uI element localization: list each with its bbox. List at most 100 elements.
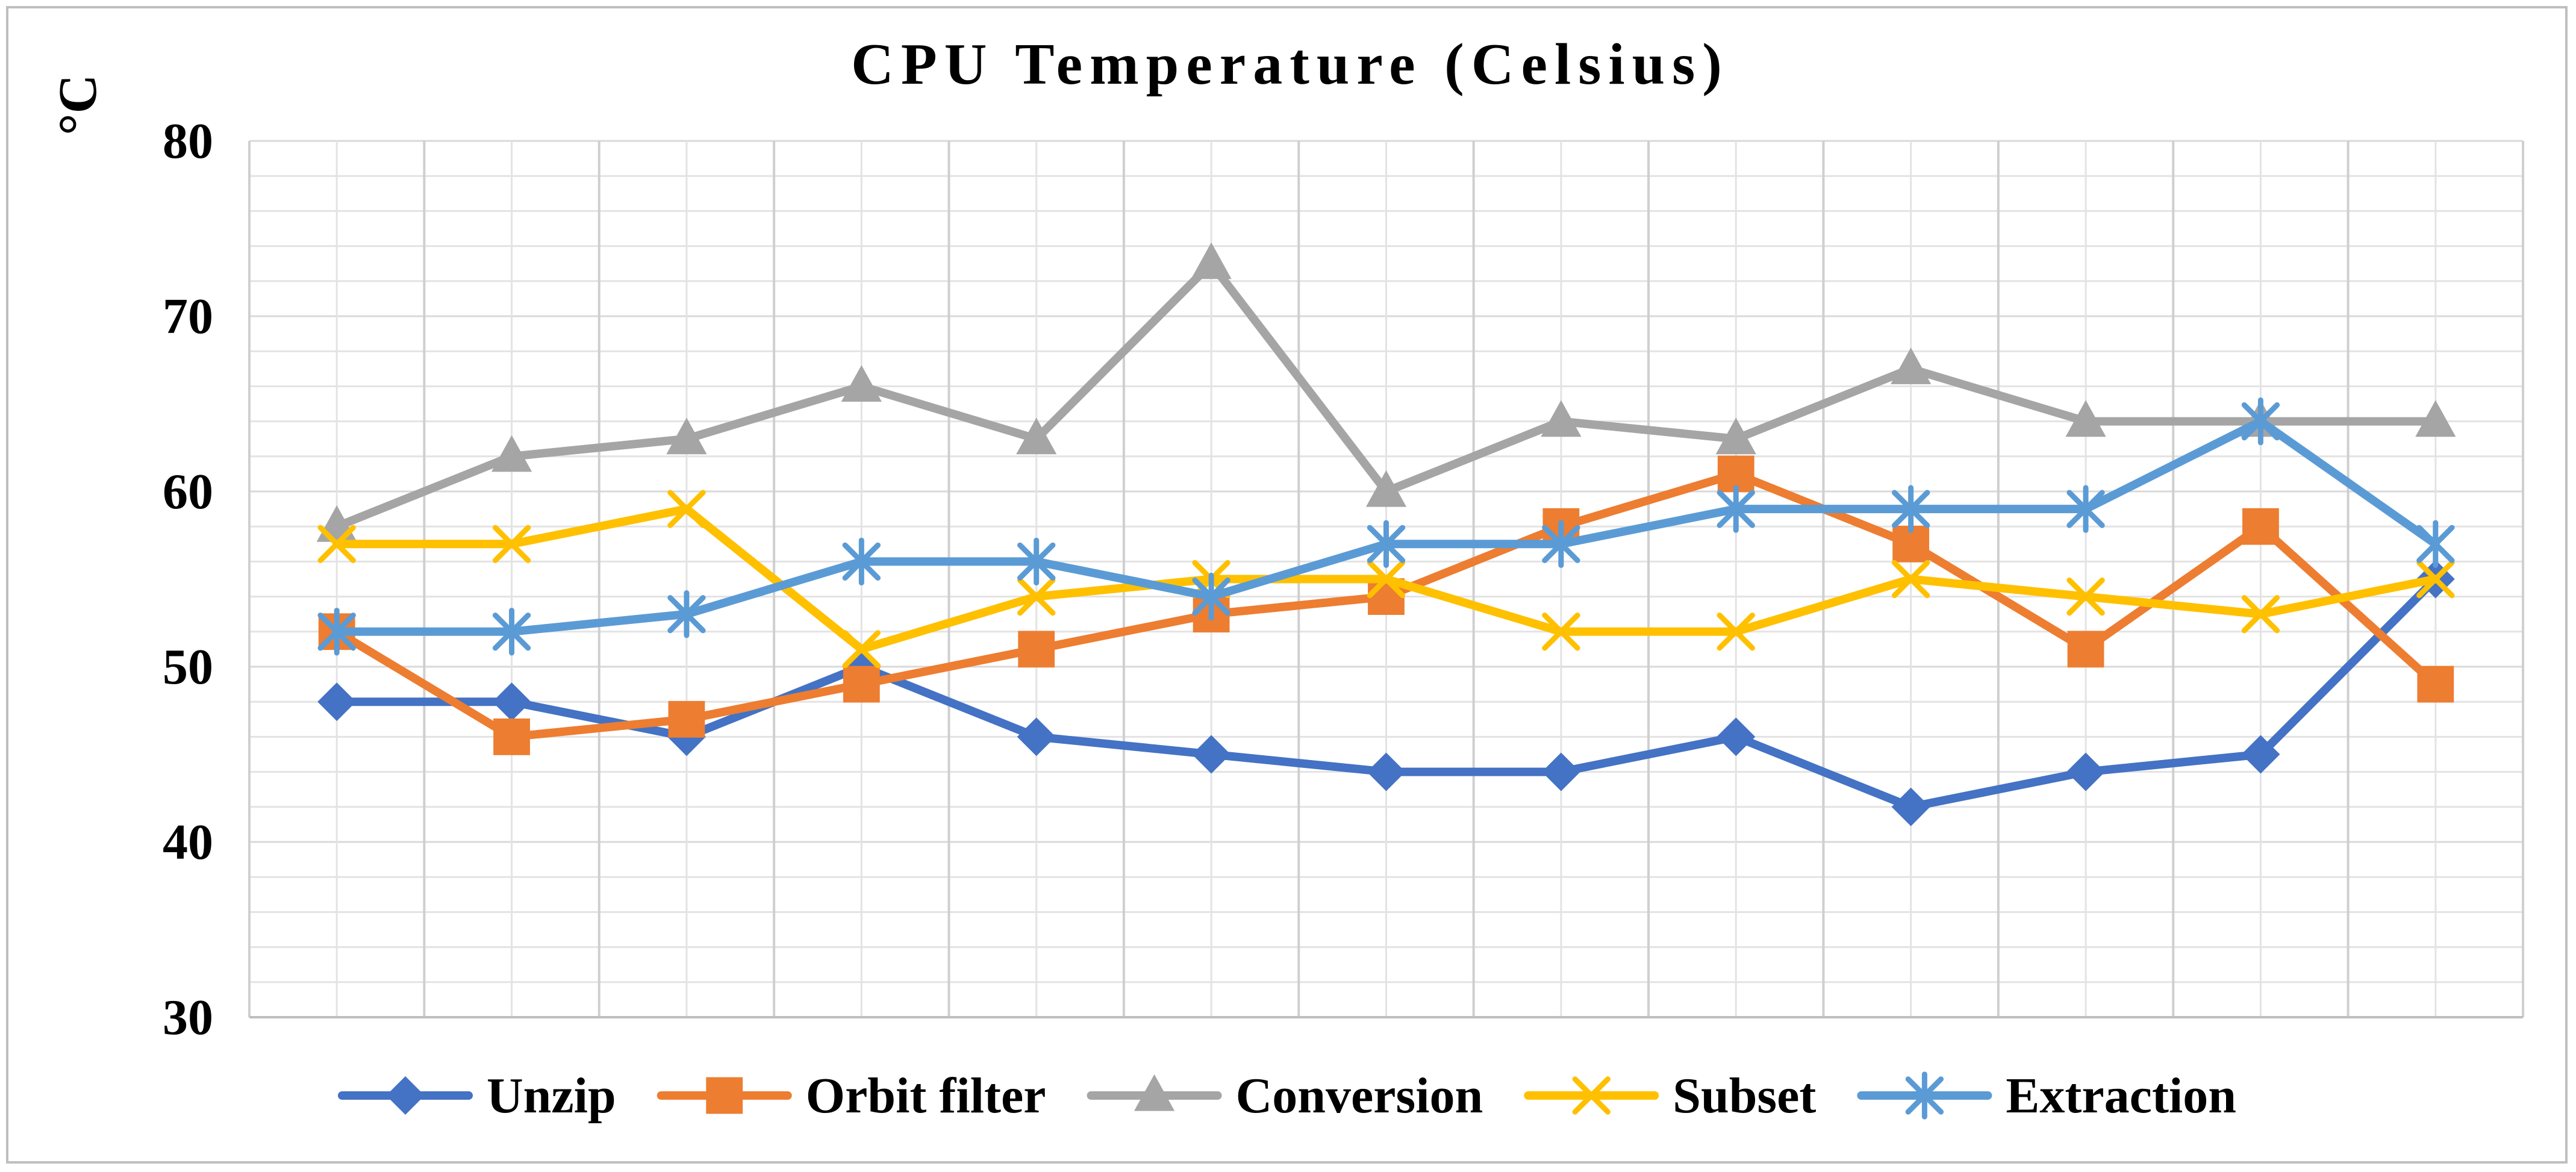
- legend-item-unzip: Unzip: [338, 1068, 616, 1124]
- data-point-marker: [492, 682, 531, 722]
- data-point-marker: [1572, 1076, 1611, 1115]
- chart-svg: CPU Temperature (Celsius) °C 30 40 50 60 70 8…: [48, 32, 2524, 1124]
- square-marker: [2417, 665, 2454, 703]
- data-point-marker: [492, 525, 531, 563]
- triangle-marker: [1191, 242, 1232, 279]
- data-point-marker: [2416, 520, 2455, 568]
- data-point-marker: [2241, 595, 2280, 634]
- legend-item-orbit-filter: Orbit filter: [656, 1068, 1046, 1124]
- y-tick-label: 70: [163, 288, 213, 344]
- data-point-marker: [1192, 572, 1230, 621]
- data-point-marker: [317, 608, 356, 656]
- data-point-marker: [1891, 485, 1930, 533]
- triangle-marker: [1715, 417, 1756, 455]
- diamond-marker: [2241, 735, 2280, 774]
- chart-title: CPU Temperature (Celsius): [851, 32, 1729, 97]
- data-point-marker: [491, 435, 532, 472]
- x-marker-stroke: [1717, 612, 1755, 651]
- x-marker-stroke: [1891, 560, 1930, 599]
- data-point-marker: [667, 490, 706, 528]
- series-conversion: [316, 242, 2456, 542]
- data-point-marker: [2066, 485, 2105, 533]
- data-point-marker: [1192, 735, 1231, 774]
- series-extraction: [317, 397, 2455, 656]
- data-point-marker: [842, 537, 881, 586]
- data-point-marker: [2415, 400, 2456, 437]
- diamond-marker: [317, 682, 357, 722]
- diamond-marker: [2066, 752, 2106, 791]
- data-point-marker: [1542, 612, 1580, 651]
- data-point-marker: [1017, 577, 1056, 616]
- series-layer: [316, 242, 2456, 826]
- y-tick-label: 60: [163, 464, 213, 520]
- triangle-marker: [1541, 400, 1582, 437]
- y-tick-label: 30: [163, 990, 213, 1046]
- data-point-marker: [1541, 752, 1580, 791]
- data-point-marker: [1134, 1074, 1175, 1111]
- data-point-marker: [1542, 520, 1580, 568]
- triangle-marker: [491, 435, 532, 472]
- legend-item-conversion: Conversion: [1087, 1068, 1483, 1124]
- x-marker-stroke: [2416, 560, 2455, 599]
- data-point-marker: [1891, 348, 1932, 384]
- data-point-marker: [1717, 612, 1755, 651]
- legend-label: Subset: [1673, 1068, 1816, 1124]
- data-point-marker: [493, 718, 530, 755]
- diamond-marker: [1541, 752, 1580, 791]
- diamond-marker: [1192, 735, 1231, 774]
- data-point-marker: [1018, 631, 1055, 668]
- axis-layer: 30 40 50 60 70 80: [163, 113, 2523, 1046]
- legend-label: Orbit filter: [806, 1068, 1046, 1124]
- data-point-marker: [317, 682, 357, 722]
- data-point-marker: [2242, 508, 2279, 545]
- x-marker-stroke: [492, 525, 531, 563]
- triangle-marker: [841, 365, 882, 402]
- data-point-marker: [1891, 787, 1930, 826]
- chart-frame: CPU Temperature (Celsius) °C 30 40 50 60 70 8…: [6, 6, 2568, 1164]
- data-point-marker: [2241, 397, 2280, 446]
- data-point-marker: [706, 1077, 743, 1114]
- data-point-marker: [2066, 577, 2105, 616]
- data-point-marker: [1905, 1071, 1944, 1120]
- data-point-marker: [1017, 717, 1056, 756]
- square-marker: [706, 1077, 743, 1114]
- legend-item-extraction: Extraction: [1857, 1068, 2236, 1124]
- data-point-marker: [2067, 631, 2104, 668]
- x-marker-stroke: [842, 630, 881, 669]
- data-point-marker: [668, 700, 705, 738]
- data-point-marker: [842, 630, 881, 669]
- y-tick-label: 50: [163, 639, 213, 695]
- data-point-marker: [2416, 560, 2455, 599]
- y-tick-label: 40: [163, 814, 213, 870]
- data-point-marker: [1017, 537, 1056, 586]
- diamond-marker: [1717, 717, 1756, 756]
- triangle-marker: [1016, 417, 1057, 455]
- data-point-marker: [2241, 735, 2280, 774]
- series-subset: [317, 490, 2455, 669]
- data-point-marker: [2065, 400, 2106, 437]
- data-point-marker: [1367, 520, 1406, 568]
- x-marker-stroke: [1367, 560, 1406, 599]
- square-marker: [1018, 631, 1055, 668]
- data-point-marker: [1715, 417, 1756, 455]
- triangle-marker: [1891, 348, 1932, 384]
- diamond-marker: [492, 682, 531, 722]
- x-marker-stroke: [2066, 577, 2105, 616]
- data-point-marker: [1367, 752, 1406, 791]
- data-point-marker: [667, 590, 706, 638]
- triangle-marker: [666, 417, 707, 455]
- x-marker-stroke: [1542, 612, 1580, 651]
- legend-label: Conversion: [1236, 1068, 1483, 1124]
- series-orbit-filter: [318, 455, 2454, 755]
- diamond-marker: [1367, 752, 1406, 791]
- x-marker-stroke: [1017, 577, 1056, 616]
- x-marker-stroke: [2241, 595, 2280, 634]
- data-point-marker: [841, 365, 882, 402]
- square-marker: [493, 718, 530, 755]
- data-point-marker: [317, 525, 356, 563]
- legend-label: Unzip: [487, 1068, 616, 1124]
- square-marker: [2067, 631, 2104, 668]
- square-marker: [668, 700, 705, 738]
- x-marker-stroke: [1572, 1076, 1611, 1115]
- legend-layer: Unzip Orbit filter Conversion Subset Extract…: [338, 1068, 2236, 1124]
